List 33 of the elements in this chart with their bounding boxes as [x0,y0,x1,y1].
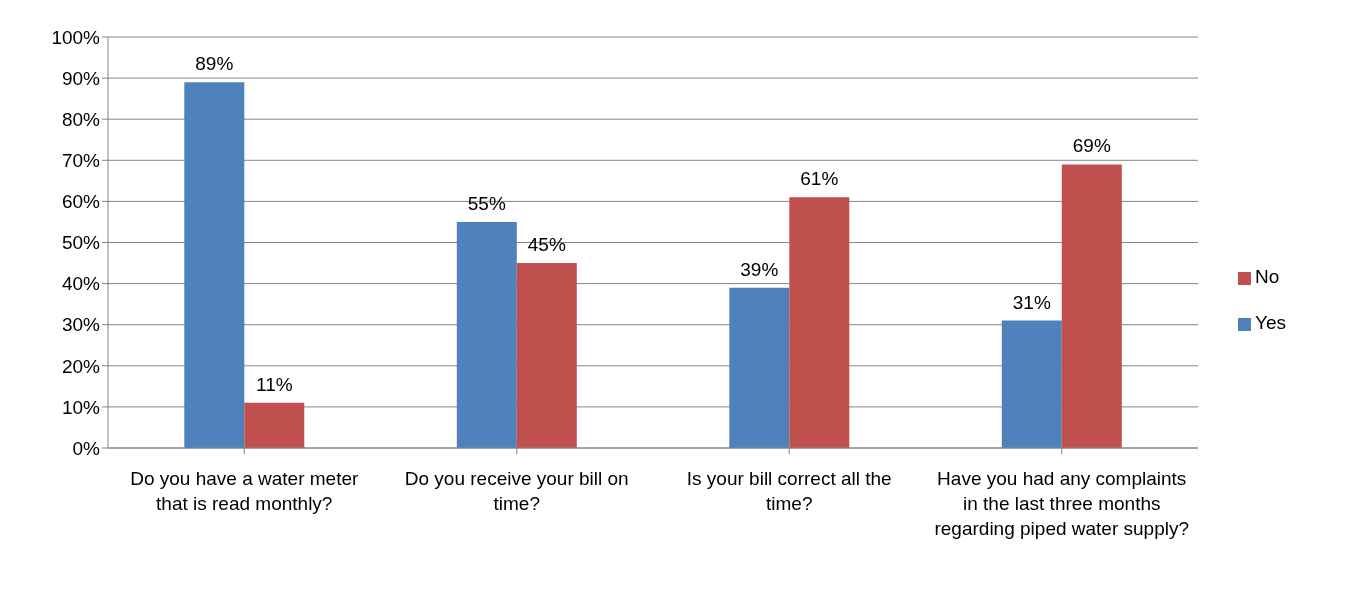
bar [184,82,245,448]
y-tick-label: 100% [51,26,101,48]
data-label: 89% [195,53,234,75]
data-label: 31% [1012,291,1051,313]
y-tick-label: 20% [61,355,101,377]
bar [516,263,577,448]
data-label: 69% [1072,135,1111,157]
data-label: 39% [740,258,779,280]
legend-label: Yes [1255,311,1286,333]
y-tick-label: 30% [61,314,101,336]
data-label: 55% [467,192,506,214]
bar [1061,164,1122,448]
y-tick-label: 70% [61,150,101,172]
legend-label: No [1255,265,1280,287]
x-tick-label: Is your bill correct all the time? [686,468,892,514]
y-tick-label: 0% [72,437,101,459]
y-tick-label: 60% [61,191,101,213]
x-tick-label: Do you have a water meter that is read monthly? [130,468,359,514]
data-label: 45% [527,234,566,256]
data-label: 11% [255,373,293,395]
x-tick-label: Do you receive your bill on time? [404,468,629,514]
y-tick-label: 40% [61,273,101,295]
bar [789,197,850,448]
bar [244,402,305,448]
y-tick-label: 50% [61,232,101,254]
bar [456,221,517,448]
y-tick-label: 80% [61,108,101,130]
y-tick-label: 90% [61,67,101,89]
x-tick-label: Have you had any complaints in the last three months regarding piped water supply? [934,468,1190,539]
bar [1001,320,1062,448]
y-tick-label: 10% [61,396,101,418]
bar [729,287,790,448]
data-label: 61% [800,168,839,190]
